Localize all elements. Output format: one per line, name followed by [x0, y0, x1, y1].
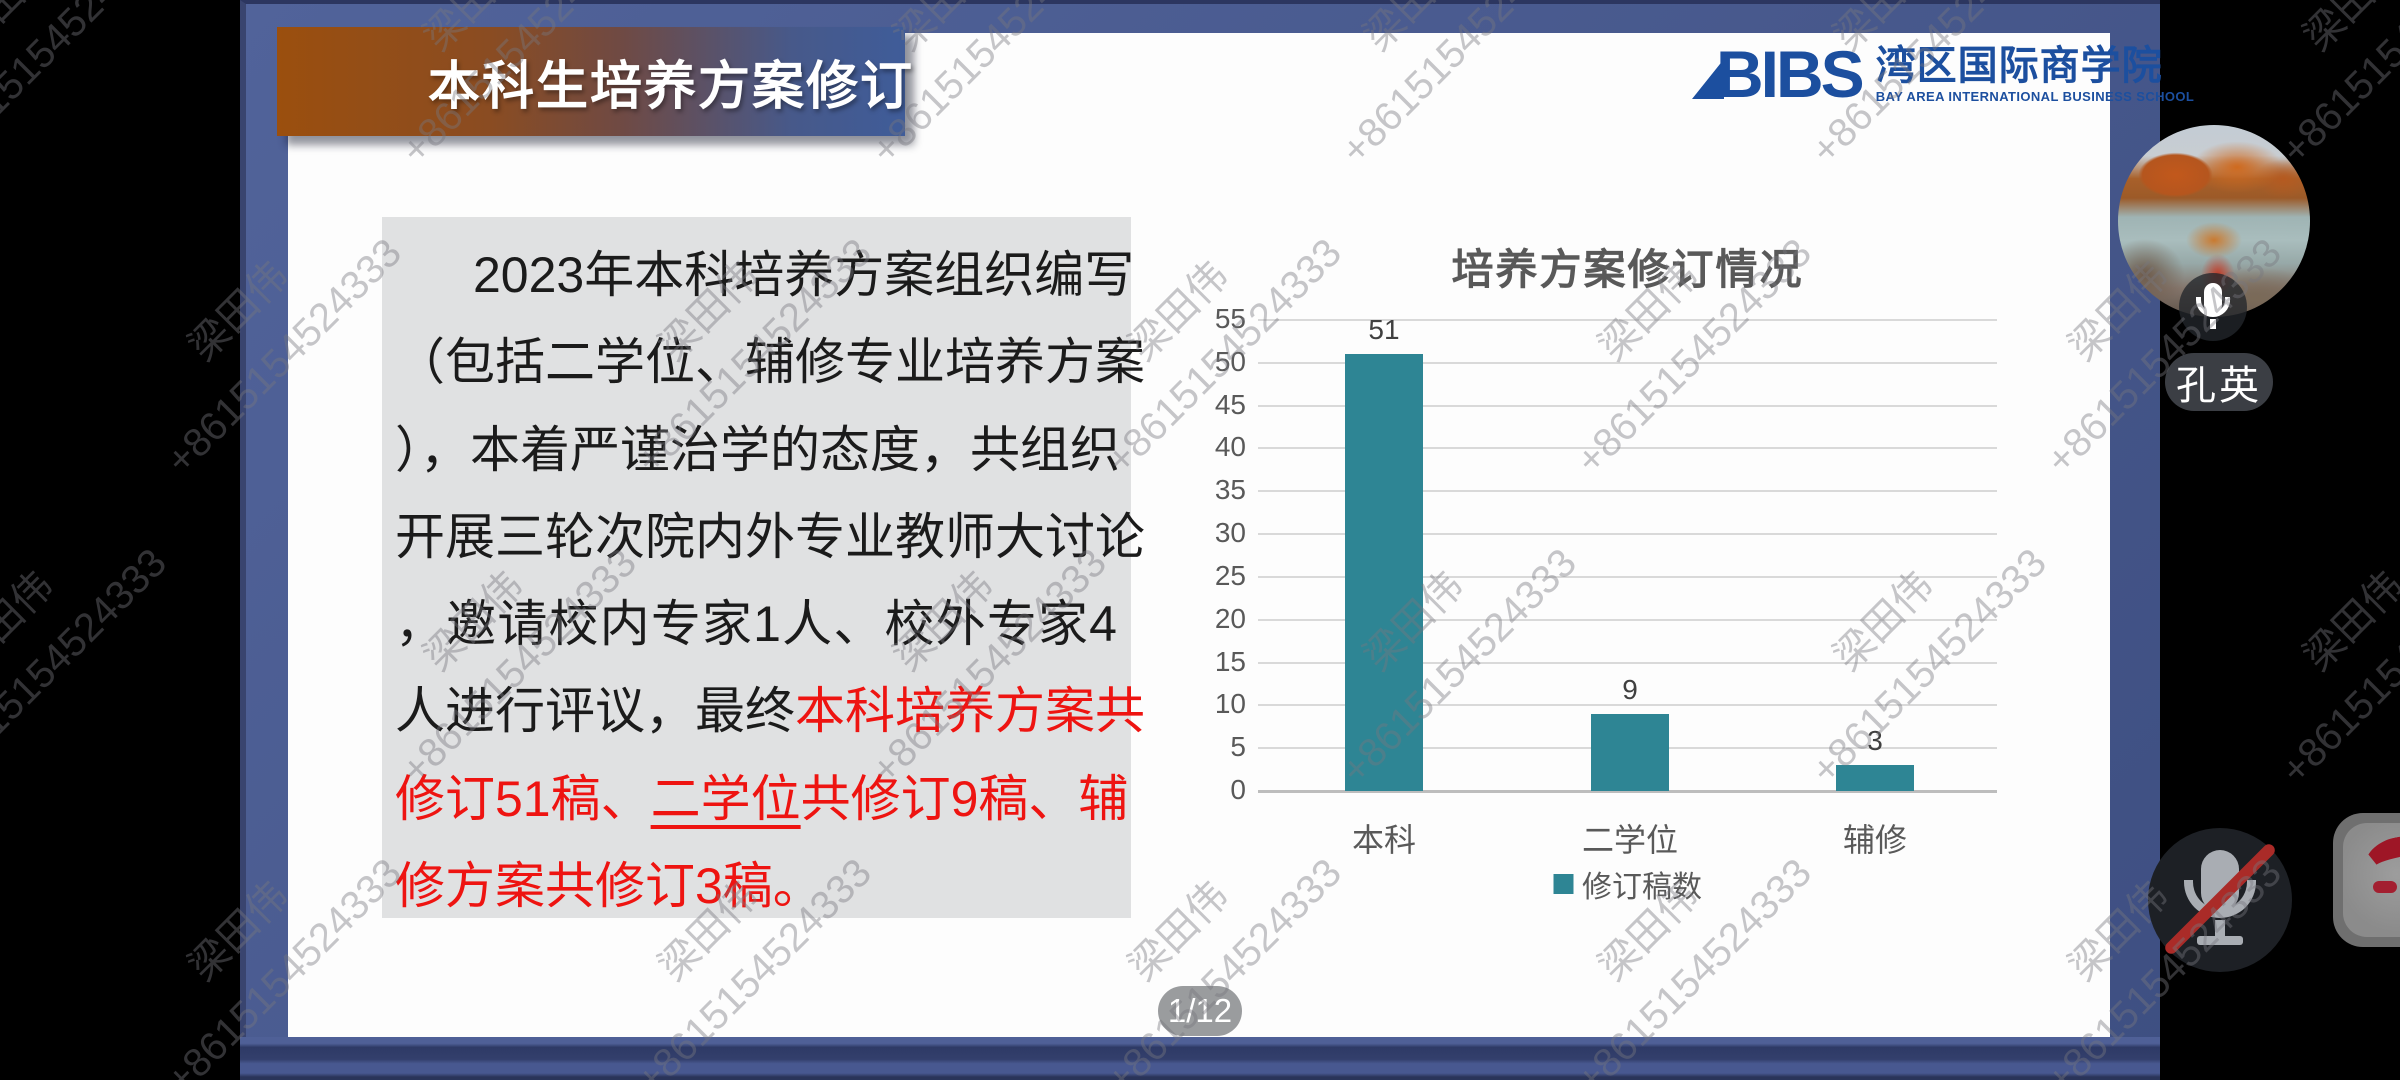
legend-swatch-icon: [1553, 874, 1573, 894]
grid-line: [1258, 447, 1997, 450]
watermark-tile: 梁田伟 +8615154524333: [2272, 540, 2400, 793]
chart-legend: 修订稿数: [1553, 862, 1702, 906]
value-label: 3: [1867, 725, 1883, 757]
page-indicator: 1/12: [1158, 986, 1242, 1036]
grid-line: [1258, 661, 1997, 664]
chart-title: 培养方案修订情况: [1451, 246, 1804, 293]
paragraph-line: ，邀请校内专家1人、校外专家4: [395, 596, 1117, 653]
paragraph-line: （包括二学位、辅修专业培养方案: [395, 334, 1145, 391]
category-label: 二学位: [1581, 822, 1678, 858]
paragraph-line: 2023年本科培养方案组织编写: [473, 247, 1135, 303]
grid-line: [1258, 361, 1997, 364]
school-logo: BIBS 湾区国际商学院 BAY AREA INTERNATIONAL BUSI…: [1692, 36, 2194, 112]
bar: [1345, 354, 1423, 791]
bibs-logo-icon: BIBS: [1692, 41, 1865, 107]
y-tick-label: 50: [1214, 345, 1246, 377]
y-tick-label: 15: [1214, 645, 1246, 677]
paragraph-line: 人进行评议，最终本科培养方案共: [395, 683, 1145, 740]
frame-bottom-stripes: [240, 1037, 2160, 1080]
grid-line: [1258, 533, 1997, 536]
value-label: 51: [1368, 314, 1400, 346]
y-tick-label: 55: [1214, 303, 1246, 334]
category-label: 本科: [1351, 822, 1416, 858]
watermark-tile: 梁田伟 +8615154524333: [0, 540, 175, 793]
grid-line: [1258, 319, 1997, 321]
grid-line: [1258, 490, 1997, 493]
school-name-cn: 湾区国际商学院: [1875, 44, 2163, 88]
y-tick-label: 40: [1214, 431, 1246, 463]
paragraph-line: 修方案共修订3稿。: [395, 858, 823, 915]
legend-label: 修订稿数: [1582, 871, 1702, 904]
bar: [1591, 713, 1669, 791]
slide-title: 本科生培养方案修订: [428, 58, 915, 116]
participant-name-badge: 孔英: [2165, 353, 2273, 411]
grid-line: [1258, 704, 1997, 707]
y-tick-label: 0: [1230, 774, 1246, 805]
category-label: 辅修: [1842, 822, 1907, 858]
paragraph-line: ），本着严谨治学的态度，共组织: [395, 421, 1120, 478]
y-tick-label: 10: [1214, 688, 1246, 720]
slide-title-banner: 本科生培养方案修订: [277, 27, 912, 136]
value-label: 9: [1622, 673, 1638, 705]
school-name-en: BAY AREA INTERNATIONAL BUSINESS SCHOOL: [1875, 89, 2195, 104]
y-tick-label: 5: [1230, 731, 1246, 763]
y-tick-label: 35: [1214, 474, 1246, 506]
bar: [1836, 765, 1914, 791]
y-tick-label: 45: [1214, 388, 1246, 420]
y-tick-label: 25: [1214, 559, 1246, 591]
paragraph-line: 开展三轮次院内外专业教师大讨论: [395, 508, 1145, 565]
bar-chart: 培养方案修订情况 0 5 10 15 20 25 30 35 40 45 50 55 51 本科 9 二学位 3 辅…: [1190, 230, 2020, 920]
logo-triangle-icon: [1692, 59, 1724, 99]
microphone-muted-icon[interactable]: [2148, 828, 2292, 972]
app-logo-tile[interactable]: [2333, 813, 2400, 947]
watermark-tile: 梁田伟 +8615154524333: [0, 0, 175, 173]
grid-line: [1258, 404, 1997, 407]
paragraph-line: 修订51稿、二学位共修订9稿、辅: [395, 770, 1129, 827]
grid-line: [1258, 618, 1997, 621]
slide-body-textbox: 2023年本科培养方案组织编写 （包括二学位、辅修专业培养方案 ），本着严谨治学的态…: [382, 217, 1145, 918]
y-tick-label: 20: [1214, 602, 1246, 634]
grid-line: [1258, 575, 1997, 578]
microphone-icon: [2179, 273, 2247, 341]
grid-line: [1258, 790, 1997, 793]
y-tick-label: 30: [1214, 517, 1246, 549]
